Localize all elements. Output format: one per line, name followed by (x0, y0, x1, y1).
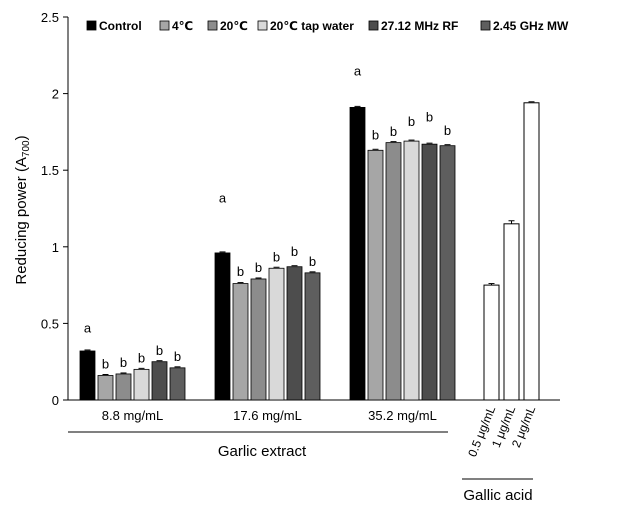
gallic-acid-label: Gallic acid (463, 487, 532, 504)
significance-letter: b (120, 355, 127, 370)
legend-label: 4℃ (172, 19, 193, 33)
legend-label: 2.45 GHz MW (493, 19, 569, 33)
y-axis-label: Reducing power (A700) (13, 135, 32, 284)
legend-swatch (368, 20, 379, 31)
x-categories: 8.8 mg/mL 17.6 mg/mL 35.2 mg/mL 0.5 μg/mL1 … (102, 404, 539, 459)
gallic-acid-bar (483, 284, 500, 401)
legend-swatch (86, 20, 97, 31)
bar (421, 143, 438, 401)
error-bars (84, 101, 535, 375)
legend-swatch (159, 20, 170, 31)
legend-swatch (207, 20, 218, 31)
legend: Control 4℃ 20℃ 20℃ tap water 27.12 MHz RF 2.4… (86, 19, 569, 33)
significance-letter: b (390, 124, 397, 139)
bar (403, 140, 420, 401)
significance-letter: b (102, 357, 109, 372)
bar (79, 350, 96, 401)
bar (214, 252, 231, 401)
y-tick-label: 1.5 (41, 163, 59, 178)
x-category-label: 35.2 mg/mL (368, 408, 437, 423)
y-tick-label: 1 (52, 240, 59, 255)
bar (304, 272, 321, 401)
bar (97, 375, 114, 401)
y-tick-label: 2 (52, 87, 59, 102)
garlic-extract-label: Garlic extract (218, 443, 307, 460)
x-category-label: 17.6 mg/mL (233, 408, 302, 423)
significance-letter: b (372, 128, 379, 143)
bars (79, 102, 540, 401)
bar (367, 149, 384, 401)
legend-swatch (480, 20, 491, 31)
y-tick-label: 0 (52, 393, 59, 408)
bar (133, 368, 150, 401)
significance-letter: a (354, 63, 362, 78)
bar (250, 278, 267, 401)
significance-letter: a (219, 191, 227, 206)
significance-letter: b (408, 114, 415, 129)
bar (232, 283, 249, 401)
significance-letter: b (291, 244, 298, 259)
gallic-acid-bar (523, 102, 540, 401)
bar (349, 106, 366, 401)
significance-letter: b (156, 343, 163, 358)
significance-letter: a (84, 321, 92, 336)
bar (286, 266, 303, 401)
significance-letter: b (255, 260, 262, 275)
legend-swatch (257, 20, 268, 31)
significance-letter: b (444, 123, 451, 138)
bar (169, 367, 186, 401)
legend-label: 27.12 MHz RF (381, 19, 458, 33)
x-category-label: 8.8 mg/mL (102, 408, 163, 423)
significance-letter: b (174, 349, 181, 364)
significance-letter: b (138, 351, 145, 366)
significance-letter: b (273, 249, 280, 264)
bar (385, 142, 402, 401)
significance-letter: b (426, 109, 433, 124)
y-tick-label: 0.5 (41, 316, 59, 331)
bar (151, 361, 168, 401)
legend-label: Control (99, 19, 142, 33)
legend-label: 20℃ tap water (270, 19, 354, 33)
bar (115, 373, 132, 401)
significance-letter: b (237, 264, 244, 279)
y-ticks: 0 0.5 1 1.5 2 2.5 (41, 10, 68, 408)
gallic-acid-bar (503, 223, 520, 401)
y-tick-label: 2.5 (41, 10, 59, 25)
bar (439, 145, 456, 401)
legend-label: 20℃ (220, 19, 248, 33)
significance-letter: b (309, 254, 316, 269)
bar (268, 267, 285, 401)
